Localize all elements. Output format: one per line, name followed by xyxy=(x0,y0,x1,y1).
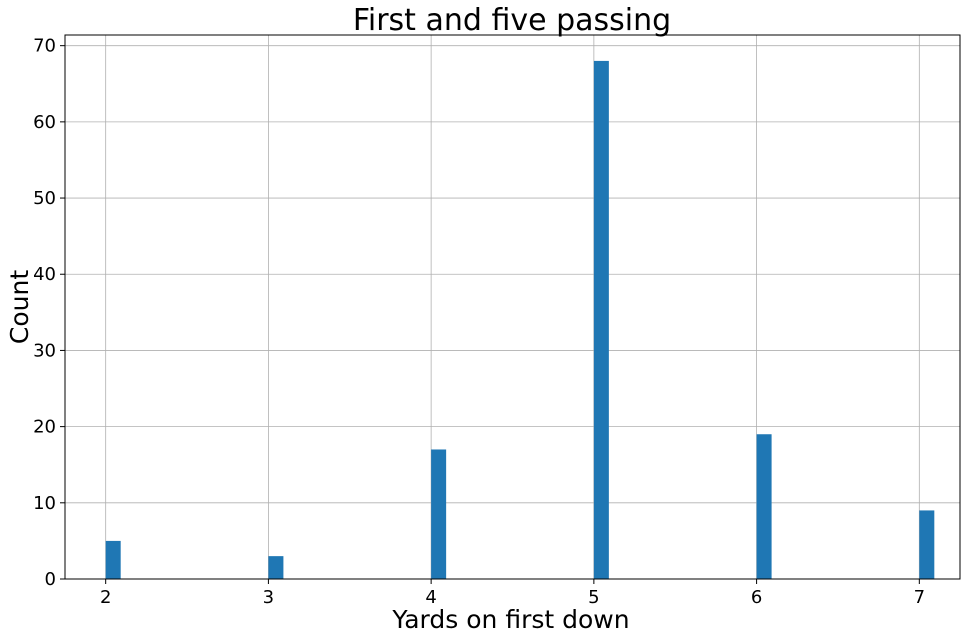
bar xyxy=(431,449,447,579)
bars xyxy=(105,60,935,579)
bar xyxy=(593,60,609,579)
x-tick-label: 7 xyxy=(914,587,925,608)
grid-lines xyxy=(65,35,960,580)
y-tick-label: 40 xyxy=(33,264,56,285)
y-tick-label: 60 xyxy=(33,112,56,133)
x-tick-label: 4 xyxy=(425,587,436,608)
y-tick-label: 20 xyxy=(33,417,56,438)
plot-frame xyxy=(64,34,961,580)
x-tick-label: 6 xyxy=(751,587,762,608)
chart-title: First and five passing xyxy=(353,3,671,38)
y-axis-label: Count xyxy=(5,270,34,344)
y-tick-label: 70 xyxy=(33,36,56,57)
x-tick-label: 5 xyxy=(588,587,599,608)
y-tick-label: 30 xyxy=(33,340,56,361)
y-tick-label: 0 xyxy=(45,569,56,590)
y-tick-label: 50 xyxy=(33,188,56,209)
x-axis-label: Yards on first down xyxy=(391,605,629,634)
bar xyxy=(756,434,772,579)
bar xyxy=(268,556,284,579)
bar xyxy=(105,540,121,579)
bar xyxy=(919,510,935,579)
x-tick-label: 3 xyxy=(263,587,274,608)
y-tick-label: 10 xyxy=(33,493,56,514)
x-tick-label: 2 xyxy=(100,587,111,608)
